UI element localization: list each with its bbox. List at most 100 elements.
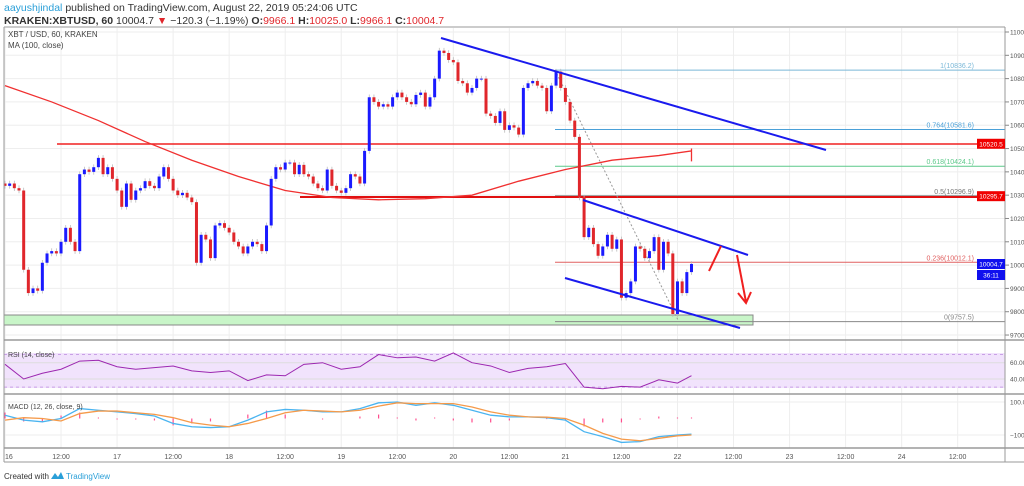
price-tag: 10004.7 [977, 259, 1005, 270]
candle [563, 85, 567, 105]
candle-body [204, 234, 208, 240]
candle [194, 199, 198, 266]
signal-line [4, 402, 692, 442]
candle [255, 238, 259, 247]
candle-body [283, 162, 287, 170]
candle [619, 236, 623, 301]
candle-body [265, 225, 269, 252]
candle-body [180, 192, 184, 196]
candle-body [339, 190, 343, 193]
channel-lower-line[interactable] [564, 277, 741, 329]
time-tick-label: 12:00 [837, 454, 855, 461]
candle [545, 85, 549, 115]
candle [652, 234, 656, 254]
candle-body [36, 288, 40, 291]
candle [176, 187, 180, 198]
candle-body [227, 227, 231, 233]
candle-body [395, 92, 399, 98]
candle-body [31, 288, 35, 294]
time-tick-label: 12:00 [389, 454, 407, 461]
candle-body [143, 181, 147, 189]
author-link[interactable]: aayushjindal [4, 2, 63, 14]
candle-body [316, 183, 320, 189]
candle-body [526, 83, 530, 88]
ma100-line [4, 84, 693, 201]
candle-body [671, 253, 675, 315]
time-tick-label: 21 [562, 454, 570, 461]
candle-body [73, 241, 77, 252]
candle [451, 57, 455, 66]
candle [493, 113, 497, 126]
candle [148, 178, 152, 189]
candle [208, 236, 212, 261]
candle-body [437, 50, 441, 79]
candle [115, 176, 119, 194]
candle [596, 241, 600, 259]
candle-body [666, 241, 670, 254]
candle [587, 225, 591, 240]
candle-body [68, 227, 72, 242]
candle-body [423, 92, 427, 107]
candle-body [409, 101, 413, 105]
candle-body [45, 253, 49, 263]
fibonacci-retracement[interactable]: 1(10836.2) 0.764(10581.6) 0.618(10424.1) 0.… [555, 63, 1005, 323]
candle [110, 164, 114, 182]
candle [120, 187, 124, 210]
candle-body [451, 59, 455, 63]
candle [423, 89, 427, 110]
arrow-down-icon [736, 254, 752, 305]
bearish-trendline[interactable] [440, 37, 827, 151]
price-axis[interactable]: 11000.0 10900.0 10800.0 10700.0 10600.0 10500… [1005, 30, 1024, 340]
candle-body [475, 78, 479, 88]
candle [293, 159, 297, 177]
close-label: C: [395, 15, 407, 27]
candle [405, 94, 409, 105]
candle [601, 243, 605, 259]
time-tick-label: 12:00 [501, 454, 519, 461]
rsi-tick-label: 40.00 [1010, 377, 1024, 384]
candle [171, 176, 175, 194]
candle-body [372, 97, 376, 102]
candle [605, 231, 609, 250]
candle-body [208, 239, 212, 259]
candle [526, 80, 530, 91]
candle-body [213, 225, 217, 259]
support-zone [3, 314, 754, 326]
candle [349, 171, 353, 191]
price-tick-label: 11000.0 [1010, 30, 1024, 37]
candle [344, 185, 348, 196]
candle [157, 173, 161, 191]
candle-body [596, 244, 600, 256]
candle [689, 261, 693, 275]
frame [3, 26, 1024, 463]
candle [353, 171, 357, 180]
price-tick-label: 10200.0 [1010, 216, 1024, 223]
candle [134, 187, 138, 203]
candle-body [643, 248, 647, 259]
candle-body [367, 97, 371, 151]
candle [302, 162, 306, 177]
candle-body [638, 246, 642, 249]
candle [190, 194, 194, 205]
tradingview-link[interactable]: TradingView [66, 472, 110, 481]
candle-body [152, 185, 156, 189]
candle [36, 285, 40, 294]
time-tick-label: 19 [337, 454, 345, 461]
created-with: Created with [4, 472, 49, 481]
candle [279, 164, 283, 173]
time-axis[interactable]: 16 12:00 17 12:00 18 12:00 19 12:00 20 12:00 21 12:… [5, 454, 967, 461]
candle-body [138, 188, 142, 191]
candle-body [512, 125, 516, 128]
candle [40, 259, 44, 294]
candle [521, 85, 525, 138]
candle-body [377, 101, 381, 107]
chart-title: XBT / USD, 60, KRAKEN [8, 30, 98, 39]
candle-body [554, 71, 558, 86]
candle-body [96, 157, 100, 168]
candle [680, 278, 684, 296]
candle [45, 250, 49, 266]
time-tick-label: 12:00 [276, 454, 294, 461]
candle [204, 231, 208, 243]
